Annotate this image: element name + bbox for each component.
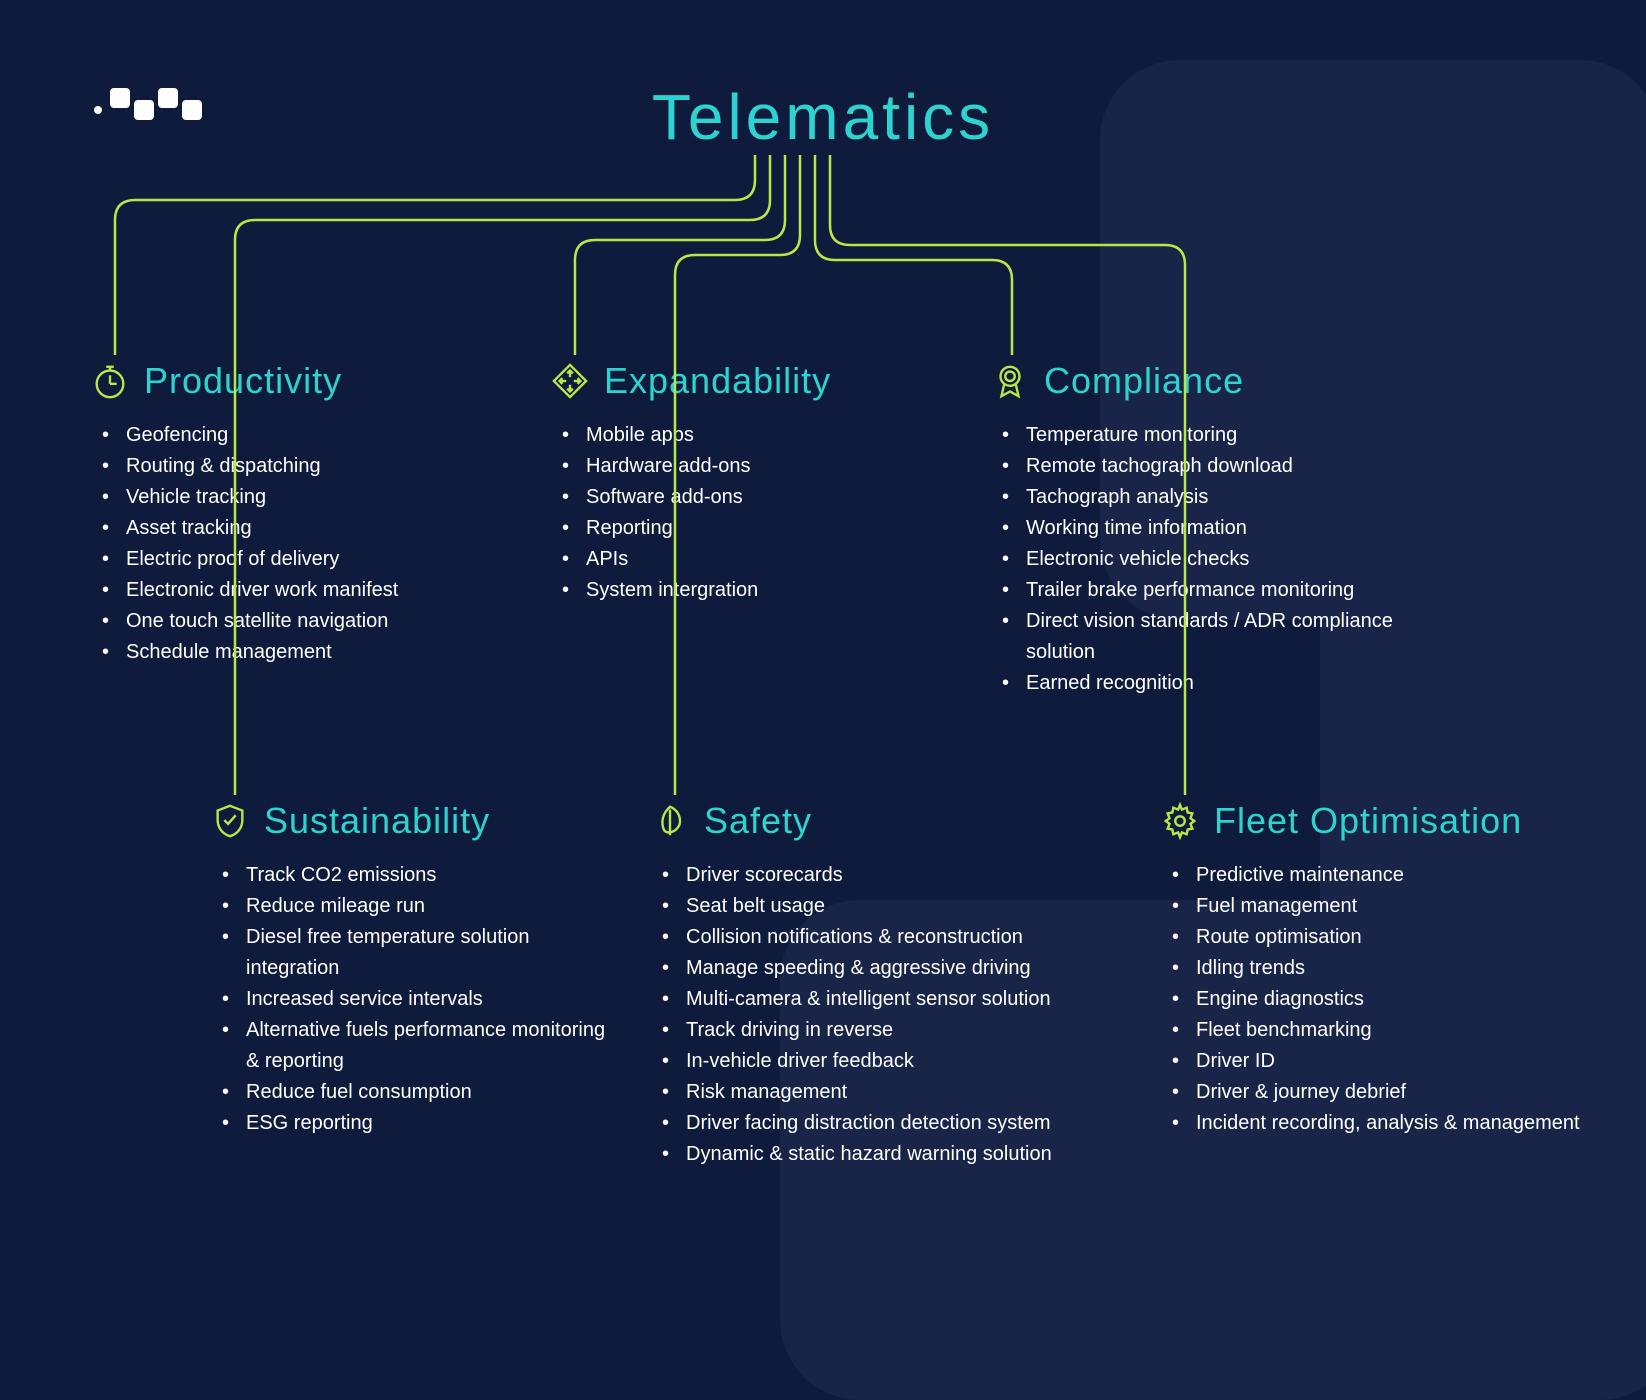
list-item: Alternative fuels performance monitoring… bbox=[222, 1015, 610, 1077]
category-list: GeofencingRouting & dispatchingVehicle t… bbox=[90, 420, 510, 668]
list-item: Predictive maintenance bbox=[1172, 860, 1580, 891]
category-header: Fleet Optimisation bbox=[1160, 800, 1580, 842]
list-item: Manage speeding & aggressive driving bbox=[662, 953, 1130, 984]
list-item: ESG reporting bbox=[222, 1108, 610, 1139]
category-title: Compliance bbox=[1044, 360, 1244, 402]
category-title: Safety bbox=[704, 800, 812, 842]
list-item: Earned recognition bbox=[1002, 668, 1430, 699]
list-item: System intergration bbox=[562, 575, 930, 606]
category-compliance: Compliance Temperature monitoringRemote t… bbox=[990, 360, 1430, 699]
stopwatch-icon bbox=[90, 361, 130, 401]
shield-check-icon bbox=[210, 801, 250, 841]
ribbon-icon bbox=[990, 361, 1030, 401]
list-item: One touch satellite navigation bbox=[102, 606, 510, 637]
list-item: Route optimisation bbox=[1172, 922, 1580, 953]
list-item: Seat belt usage bbox=[662, 891, 1130, 922]
list-item: Engine diagnostics bbox=[1172, 984, 1580, 1015]
list-item: Working time information bbox=[1002, 513, 1430, 544]
category-title: Fleet Optimisation bbox=[1214, 800, 1522, 842]
list-item: Software add-ons bbox=[562, 482, 930, 513]
list-item: Driver scorecards bbox=[662, 860, 1130, 891]
list-item: Asset tracking bbox=[102, 513, 510, 544]
category-list: Track CO2 emissionsReduce mileage runDie… bbox=[210, 860, 610, 1139]
category-productivity: Productivity GeofencingRouting & dispatch… bbox=[90, 360, 510, 668]
list-item: Reporting bbox=[562, 513, 930, 544]
list-item: Fleet benchmarking bbox=[1172, 1015, 1580, 1046]
list-item: Routing & dispatching bbox=[102, 451, 510, 482]
list-item: APIs bbox=[562, 544, 930, 575]
list-item: Track driving in reverse bbox=[662, 1015, 1130, 1046]
category-list: Predictive maintenanceFuel managementRou… bbox=[1160, 860, 1580, 1139]
list-item: Risk management bbox=[662, 1077, 1130, 1108]
list-item: Schedule management bbox=[102, 637, 510, 668]
category-title: Productivity bbox=[144, 360, 342, 402]
category-list: Temperature monitoringRemote tachograph … bbox=[990, 420, 1430, 699]
category-title: Sustainability bbox=[264, 800, 490, 842]
category-header: Sustainability bbox=[210, 800, 610, 842]
list-item: Track CO2 emissions bbox=[222, 860, 610, 891]
list-item: Hardware add-ons bbox=[562, 451, 930, 482]
list-item: Geofencing bbox=[102, 420, 510, 451]
list-item: Direct vision standards / ADR compliance… bbox=[1002, 606, 1430, 668]
list-item: Reduce mileage run bbox=[222, 891, 610, 922]
list-item: Dynamic & static hazard warning solution bbox=[662, 1139, 1130, 1170]
list-item: Increased service intervals bbox=[222, 984, 610, 1015]
list-item: Multi-camera & intelligent sensor soluti… bbox=[662, 984, 1130, 1015]
category-fleet-optimisation: Fleet Optimisation Predictive maintenance… bbox=[1160, 800, 1580, 1139]
list-item: In-vehicle driver feedback bbox=[662, 1046, 1130, 1077]
logo bbox=[90, 80, 210, 125]
list-item: Diesel free temperature solution integra… bbox=[222, 922, 610, 984]
category-header: Expandability bbox=[550, 360, 930, 402]
list-item: Mobile apps bbox=[562, 420, 930, 451]
list-item: Electric proof of delivery bbox=[102, 544, 510, 575]
leaf-icon bbox=[650, 801, 690, 841]
list-item: Driver facing distraction detection syst… bbox=[662, 1108, 1130, 1139]
list-item: Electronic driver work manifest bbox=[102, 575, 510, 606]
list-item: Collision notifications & reconstruction bbox=[662, 922, 1130, 953]
category-header: Safety bbox=[650, 800, 1130, 842]
gear-icon bbox=[1160, 801, 1200, 841]
main-title: Telematics bbox=[80, 80, 1566, 154]
list-item: Reduce fuel consumption bbox=[222, 1077, 610, 1108]
category-title: Expandability bbox=[604, 360, 831, 402]
list-item: Incident recording, analysis & managemen… bbox=[1172, 1108, 1580, 1139]
list-item: Idling trends bbox=[1172, 953, 1580, 984]
category-header: Productivity bbox=[90, 360, 510, 402]
list-item: Trailer brake performance monitoring bbox=[1002, 575, 1430, 606]
category-safety: Safety Driver scorecardsSeat belt usageCo… bbox=[650, 800, 1130, 1170]
list-item: Tachograph analysis bbox=[1002, 482, 1430, 513]
list-item: Vehicle tracking bbox=[102, 482, 510, 513]
category-list: Driver scorecardsSeat belt usageCollisio… bbox=[650, 860, 1130, 1170]
list-item: Temperature monitoring bbox=[1002, 420, 1430, 451]
list-item: Fuel management bbox=[1172, 891, 1580, 922]
list-item: Remote tachograph download bbox=[1002, 451, 1430, 482]
category-expandability: Expandability Mobile appsHardware add-ons… bbox=[550, 360, 930, 606]
expand-icon bbox=[550, 361, 590, 401]
list-item: Driver ID bbox=[1172, 1046, 1580, 1077]
category-header: Compliance bbox=[990, 360, 1430, 402]
category-sustainability: SustainabilityTrack CO2 emissionsReduce … bbox=[210, 800, 610, 1139]
category-list: Mobile appsHardware add-onsSoftware add-… bbox=[550, 420, 930, 606]
list-item: Electronic vehicle checks bbox=[1002, 544, 1430, 575]
list-item: Driver & journey debrief bbox=[1172, 1077, 1580, 1108]
